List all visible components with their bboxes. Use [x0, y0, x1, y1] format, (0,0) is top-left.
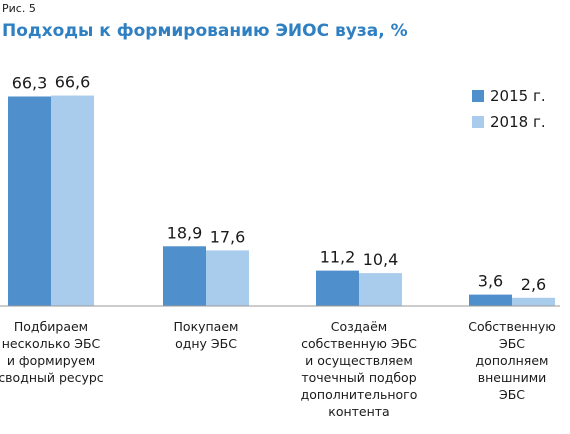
bar-2015-cat-1	[8, 96, 51, 306]
legend-label-2015: 2015 г.	[490, 87, 546, 105]
bar-value-label: 17,6	[210, 227, 246, 246]
legend-swatch-2018	[472, 116, 484, 128]
category-label-3: Создаём собственную ЭБС и осуществляем точе…	[301, 319, 418, 419]
bar-value-label: 2,6	[521, 275, 546, 294]
category-label-4: Собственную ЭБС дополняем внешними ЭБС	[468, 319, 556, 402]
bar-value-label: 18,9	[167, 223, 203, 242]
legend-swatch-2015	[472, 90, 484, 102]
bar-2015-cat-3	[316, 270, 359, 306]
bar-value-label: 11,2	[320, 248, 356, 267]
bar-2018-cat-4	[512, 297, 555, 306]
category-label-2: Покупаем одну ЭБС	[174, 319, 239, 351]
bar-value-label: 66,3	[12, 73, 48, 92]
bar-value-label: 10,4	[363, 250, 399, 269]
bar-2018-cat-2	[206, 250, 249, 306]
chart-title: Подходы к формированию ЭИОС вуза, %	[2, 21, 408, 41]
category-label-1: Подбираем несколько ЭБС и формируем сводный…	[0, 319, 104, 385]
labels-layer: 66,3 66,6 Подбираем несколько ЭБС и формируе…	[0, 73, 556, 419]
legend-label-2018: 2018 г.	[490, 113, 546, 131]
legend: 2015 г. 2018 г.	[472, 87, 546, 131]
bar-value-label: 3,6	[478, 272, 503, 291]
bars-layer	[8, 95, 555, 306]
bar-2018-cat-3	[359, 273, 402, 306]
bar-2018-cat-1	[51, 95, 94, 306]
bar-value-label: 66,6	[55, 73, 91, 92]
bar-2015-cat-4	[469, 294, 512, 306]
bar-2015-cat-2	[163, 246, 206, 306]
figure-label: Рис. 5	[2, 2, 36, 15]
